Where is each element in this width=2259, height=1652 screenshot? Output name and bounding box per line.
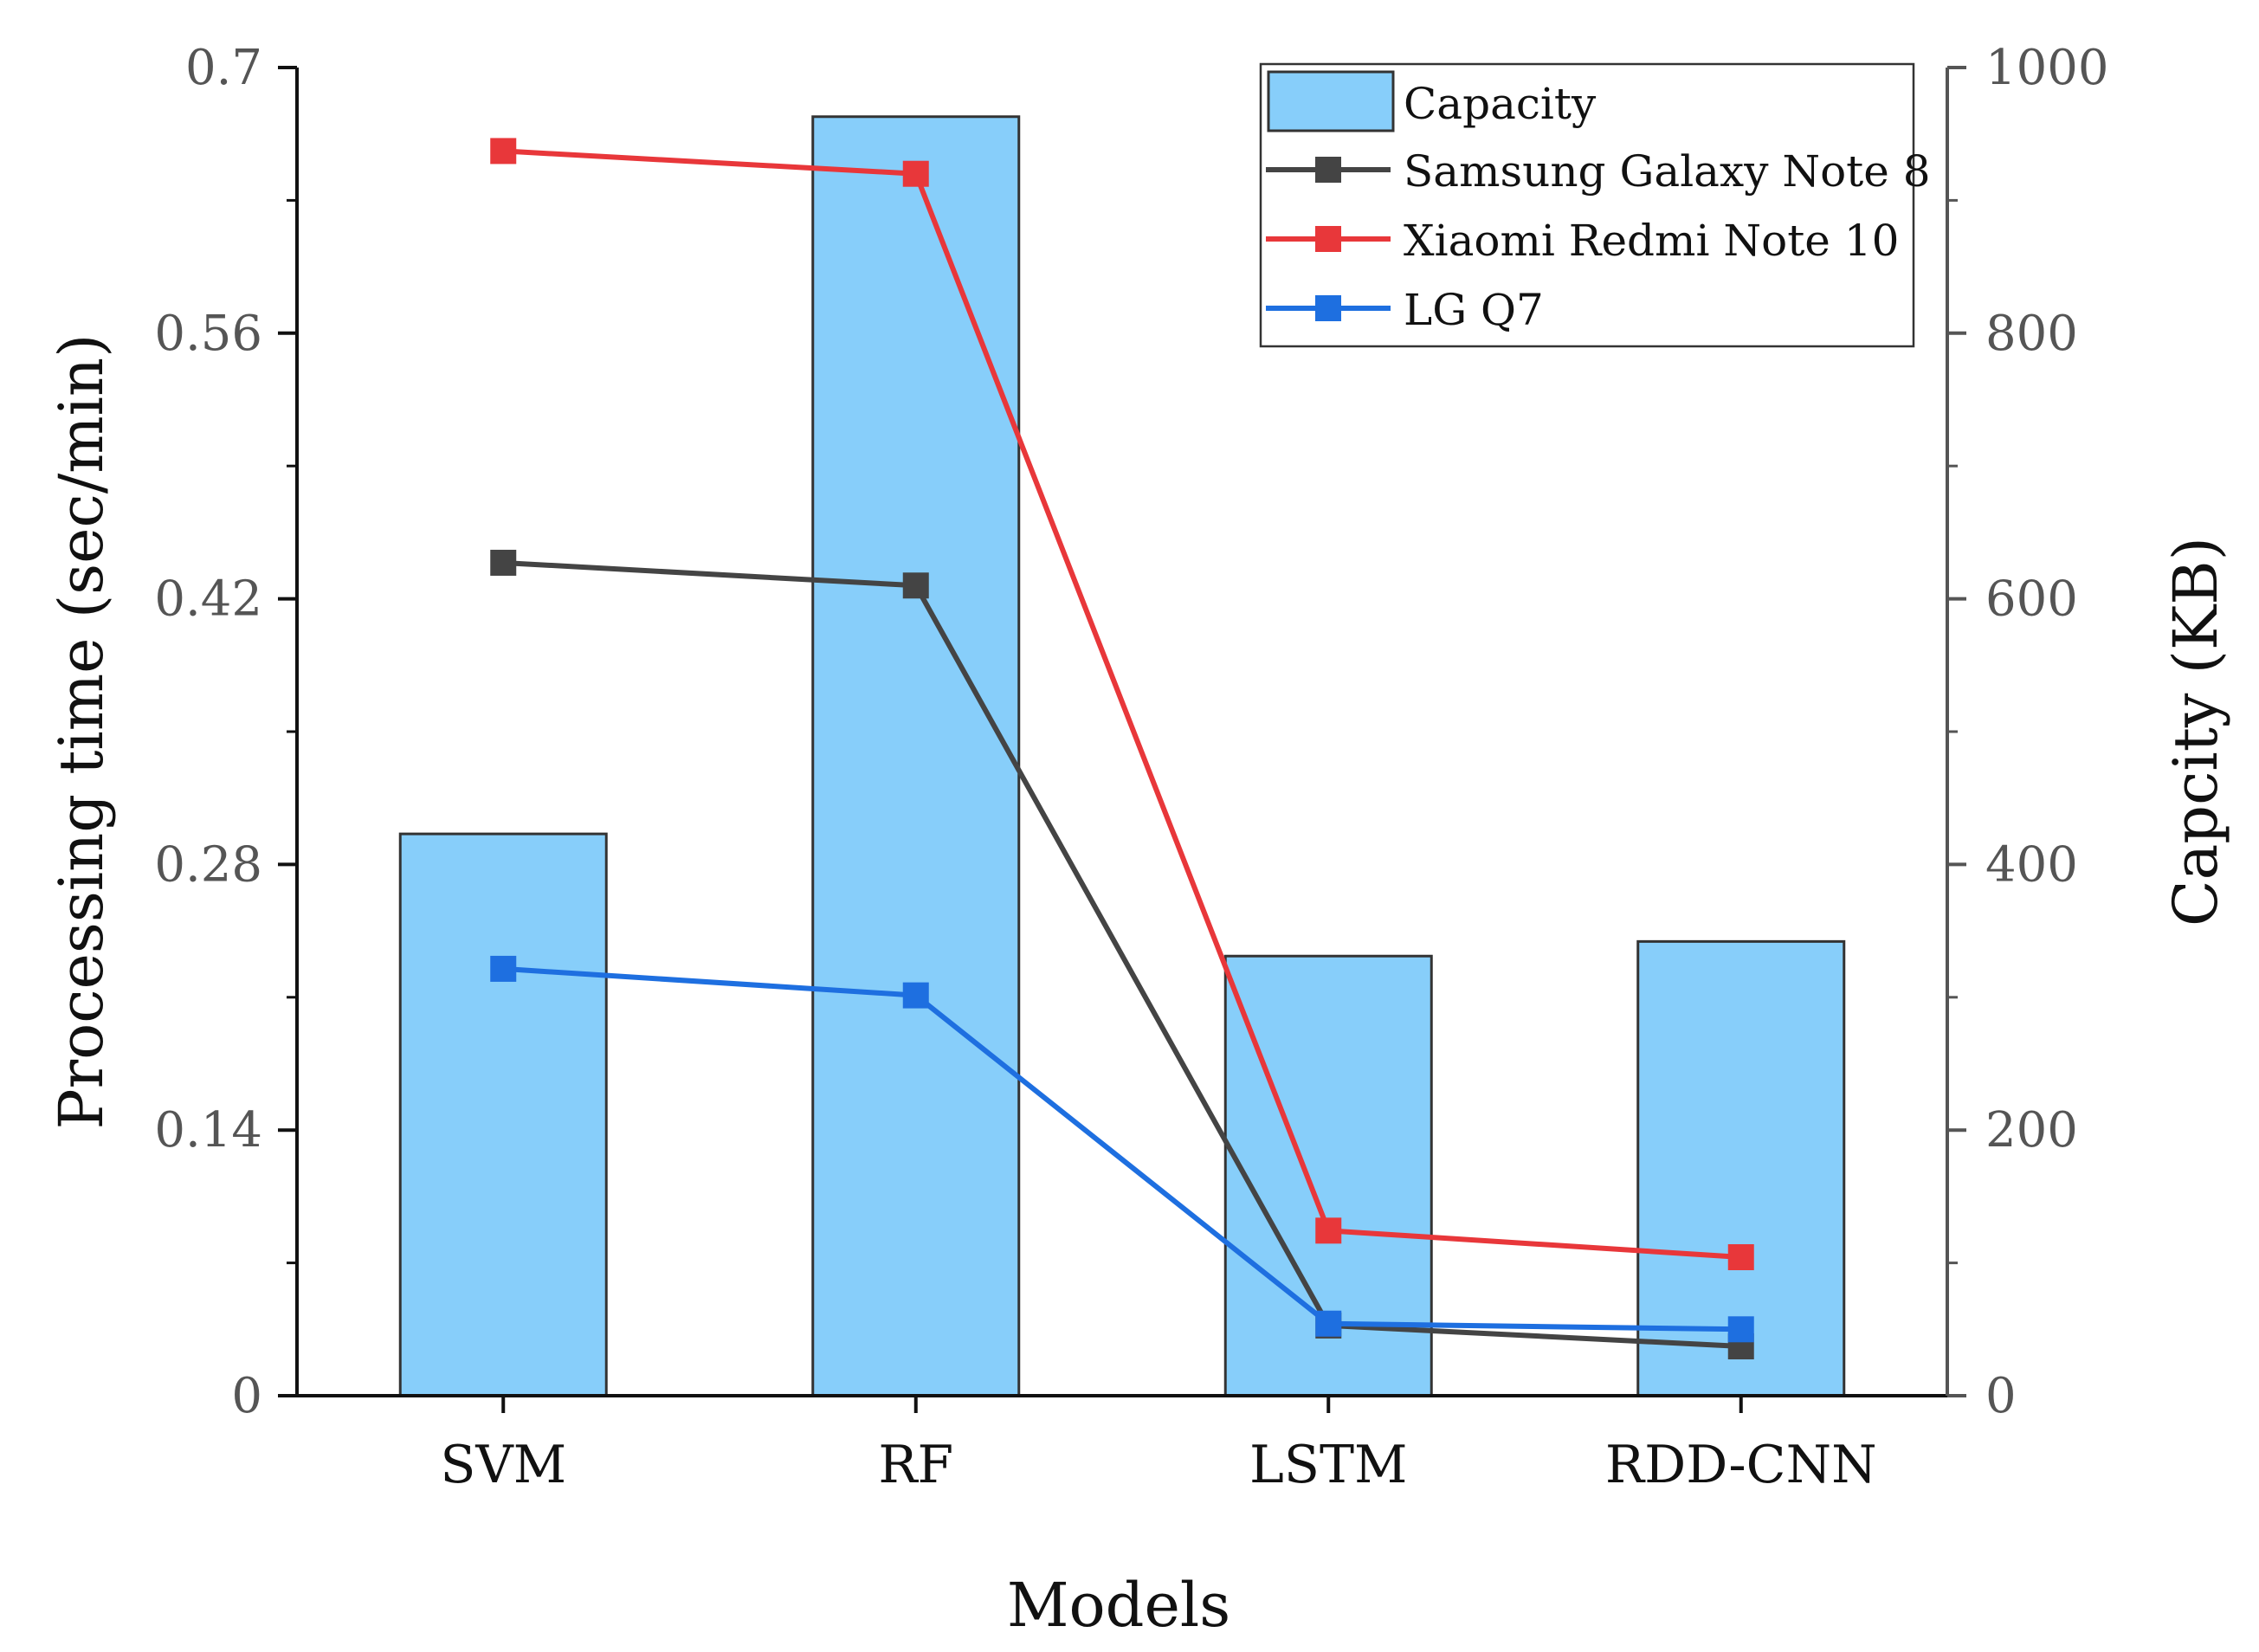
y-tick-label: 0.56: [154, 306, 262, 362]
x-tick-label-lstm: LSTM: [1249, 1435, 1407, 1495]
y2-tick-label: 600: [1985, 571, 2078, 628]
axes-layer: 0 0.14 0.28 0.42 0.56 0.7 0 200 400 600 800 1000 SVM…: [154, 40, 2108, 1495]
y-tick-label: 0.7: [185, 40, 262, 96]
y2-tick-label: 400: [1985, 836, 2078, 893]
y2-tick-label: 0: [1985, 1368, 2017, 1424]
legend-marker-samsung: [1315, 157, 1341, 183]
legend-label-xiaomi: Xiaomi Redmi Note 10: [1404, 216, 1899, 266]
legend-label-capacity: Capacity: [1404, 79, 1597, 129]
x-tick-label-rf: RF: [878, 1435, 953, 1495]
lines-layer: [490, 138, 1754, 1360]
point-xiaomi-svm: [490, 138, 517, 165]
x-tick-label-svm: SVM: [440, 1435, 566, 1495]
y-tick-label: 0.14: [154, 1102, 262, 1158]
x-axis-title: Models: [1007, 1570, 1230, 1641]
y2-tick-label: 800: [1985, 306, 2078, 362]
point-xiaomi-lstm: [1315, 1217, 1342, 1244]
bars-layer: [398, 115, 1846, 1397]
legend-label-samsung: Samsung Galaxy Note 8: [1404, 146, 1931, 197]
bar-capacity-svm: [398, 832, 608, 1397]
point-lgq7-lstm: [1315, 1310, 1342, 1337]
legend-marker-lgq7: [1315, 295, 1341, 321]
point-lgq7-rdd-cnn: [1727, 1316, 1754, 1343]
point-samsung-svm: [490, 549, 517, 576]
point-samsung-rf: [902, 572, 929, 599]
legend-marker-xiaomi: [1315, 226, 1341, 252]
point-lgq7-rf: [902, 982, 929, 1009]
legend: Capacity Samsung Galaxy Note 8 Xiaomi Re…: [1259, 62, 1931, 348]
series-line-lgq7: [503, 965, 1741, 1333]
x-tick-label-rdd-cnn: RDD-CNN: [1605, 1435, 1877, 1495]
y-tick-label: 0: [231, 1368, 262, 1424]
legend-swatch-capacity: [1267, 70, 1395, 132]
point-lgq7-svm: [490, 955, 517, 982]
y2-tick-label: 200: [1985, 1102, 2078, 1158]
y-axis-title: Processing time (sec/min): [46, 334, 117, 1130]
y2-tick-label: 1000: [1985, 40, 2109, 96]
y-tick-label: 0.28: [154, 836, 262, 893]
point-xiaomi-rf: [902, 160, 929, 187]
series-line-samsung: [503, 559, 1741, 1350]
series-line-xiaomi: [503, 148, 1741, 1261]
bar-capacity-rf: [811, 115, 1021, 1397]
y-tick-label: 0.42: [154, 571, 262, 628]
y2-axis-title: Capcity (KB): [2160, 537, 2231, 926]
point-xiaomi-rdd-cnn: [1727, 1244, 1754, 1271]
legend-label-lgq7: LG Q7: [1404, 285, 1544, 335]
